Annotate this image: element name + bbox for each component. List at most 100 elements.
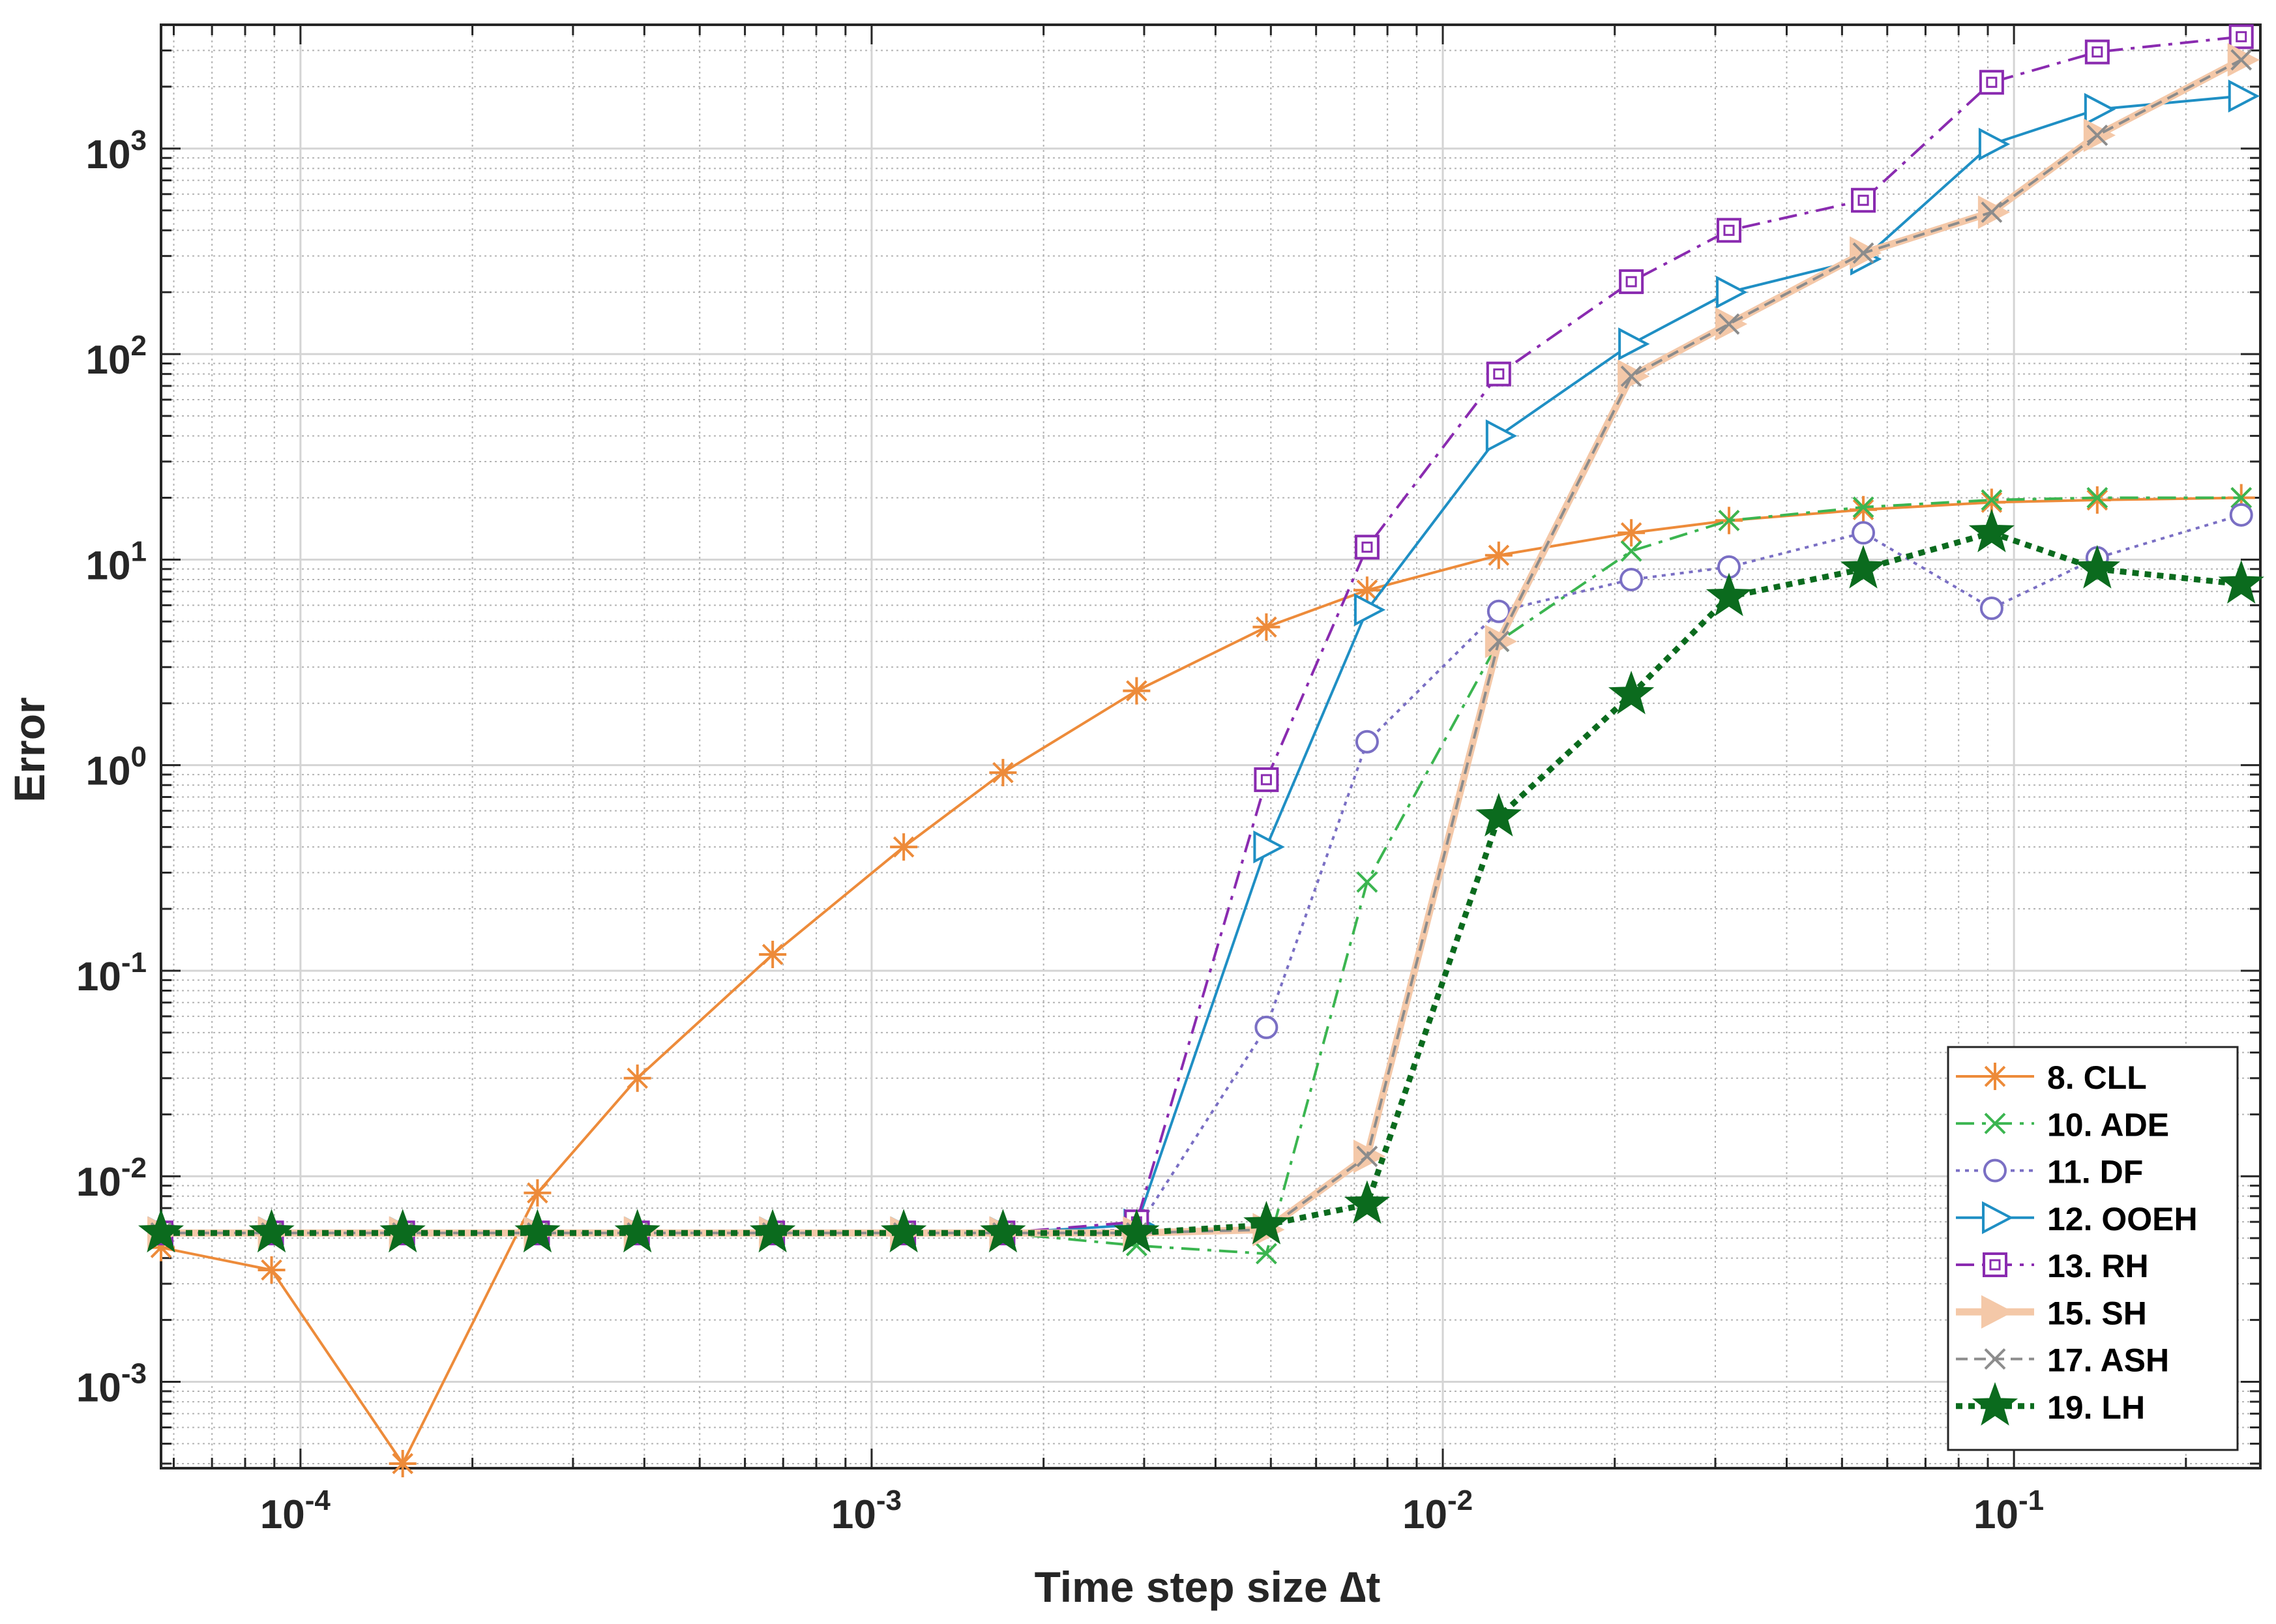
y-tick-label: 10-3 — [76, 1358, 147, 1411]
circle-marker — [2229, 503, 2253, 527]
star-marker — [1840, 544, 1887, 589]
square-marker-inner — [2236, 31, 2247, 42]
data-point — [890, 833, 918, 861]
triangle-marker — [1618, 359, 1650, 393]
data-point — [1255, 1243, 1277, 1265]
data-point — [1852, 496, 1874, 518]
triangle-marker — [1715, 307, 1748, 341]
data-point — [2228, 24, 2254, 50]
legend-label: 10. ADE — [2047, 1106, 2169, 1143]
circle-marker — [1355, 730, 1379, 754]
data-point — [1353, 593, 1386, 627]
data-point — [1979, 70, 2004, 95]
legend-box — [1947, 1046, 2239, 1451]
asterisk-mark-stroke — [627, 1067, 648, 1089]
x-tick-label: 10-1 — [1973, 1484, 2044, 1537]
triangle-marker — [2228, 80, 2260, 113]
data-point — [1355, 730, 1379, 754]
x-mark-stroke — [1488, 630, 1510, 653]
data-point — [1619, 567, 1644, 591]
x-mark-stroke — [1984, 1112, 2006, 1134]
x-tick-label: 10-4 — [260, 1484, 331, 1537]
series-line — [161, 529, 2242, 1236]
square-marker-inner — [1989, 1259, 2001, 1271]
data-point — [1485, 419, 1518, 452]
square-marker — [1716, 218, 1741, 243]
circle-marker — [1983, 1159, 2007, 1183]
x-mark-stroke — [1255, 1243, 1277, 1265]
x-axis-label: Time step size ∆t — [1035, 1563, 1381, 1611]
asterisk-mark-stroke — [992, 761, 1014, 784]
square-marker — [1619, 269, 1644, 295]
asterisk-mark-stroke — [2086, 489, 2108, 511]
star-marker — [750, 1209, 796, 1253]
x-mark-stroke — [1356, 871, 1378, 893]
data-point — [1486, 361, 1511, 387]
legend-entry: 13. RH — [1956, 1248, 2149, 1284]
data-point — [1718, 509, 1740, 531]
star-marker — [1972, 1381, 2018, 1426]
series-line — [161, 513, 2242, 1235]
data-point — [759, 940, 787, 968]
square-marker-inner — [2091, 46, 2103, 58]
data-point — [1252, 613, 1280, 641]
square-marker-inner — [1260, 774, 1272, 786]
data-point — [1353, 576, 1381, 604]
data-point — [1485, 541, 1513, 569]
triangle-marker — [2227, 43, 2260, 77]
star-marker — [514, 1209, 561, 1253]
data-point — [258, 1256, 286, 1284]
star-marker — [379, 1209, 426, 1253]
star-marker — [2074, 544, 2120, 589]
circle-marker — [1619, 567, 1644, 591]
square-marker-inner — [1986, 76, 1998, 88]
x-mark-stroke — [2230, 487, 2253, 509]
series-line — [161, 59, 2242, 1235]
triangle-marker — [1353, 593, 1386, 627]
star-marker — [1706, 572, 1752, 617]
x-mark-stroke — [1356, 1145, 1378, 1168]
data-point — [1979, 596, 2003, 620]
data-point — [1840, 544, 1887, 589]
data-point — [1475, 793, 1522, 836]
data-point — [1619, 269, 1644, 295]
star-marker — [248, 1209, 295, 1253]
y-tick-label: 10-1 — [76, 947, 147, 999]
data-point — [1978, 127, 2011, 161]
data-point — [1353, 1140, 1386, 1174]
asterisk-mark-stroke — [1126, 680, 1147, 701]
data-point — [138, 1209, 185, 1253]
data-point — [1608, 670, 1655, 715]
x-mark-stroke — [1718, 509, 1740, 531]
triangle-marker — [1353, 1140, 1386, 1174]
axis-layer: 10-4 10-3 10-2 10-1 10-3 10-2 10-1 100 101 102 103 — [76, 23, 2262, 1537]
asterisk-mark-stroke — [1256, 616, 1277, 638]
data-point — [1486, 599, 1511, 623]
data-point — [1356, 1145, 1378, 1168]
asterisk-mark-stroke — [1356, 580, 1378, 601]
data-point — [623, 1064, 651, 1092]
data-point — [1254, 1015, 1278, 1039]
data-point — [1354, 535, 1380, 560]
legend-label: 15. SH — [2047, 1295, 2147, 1331]
square-marker — [1486, 361, 1511, 387]
square-marker-inner — [1493, 368, 1505, 380]
asterisk-mark-stroke — [527, 1182, 548, 1204]
legend-label: 12. OOEH — [2047, 1201, 2198, 1237]
axes-box — [160, 23, 2262, 1469]
star-marker — [881, 1209, 927, 1253]
triangle-marker — [1485, 419, 1518, 452]
x-tick-label: 10-2 — [1402, 1484, 1473, 1537]
data-point — [1852, 242, 1874, 264]
y-tick-label: 102 — [86, 330, 147, 383]
triangle-marker — [1485, 625, 1517, 658]
triangle-marker — [2083, 118, 2116, 153]
triangle-marker — [1978, 127, 2011, 161]
legend-entry: 17. ASH — [1956, 1342, 2169, 1379]
legend-label: 13. RH — [2047, 1248, 2149, 1284]
legend-label: 11. DF — [2047, 1154, 2143, 1190]
square-marker-inner — [1723, 224, 1735, 236]
circle-marker — [1254, 1015, 1278, 1039]
x-mark-stroke — [1620, 365, 1642, 387]
